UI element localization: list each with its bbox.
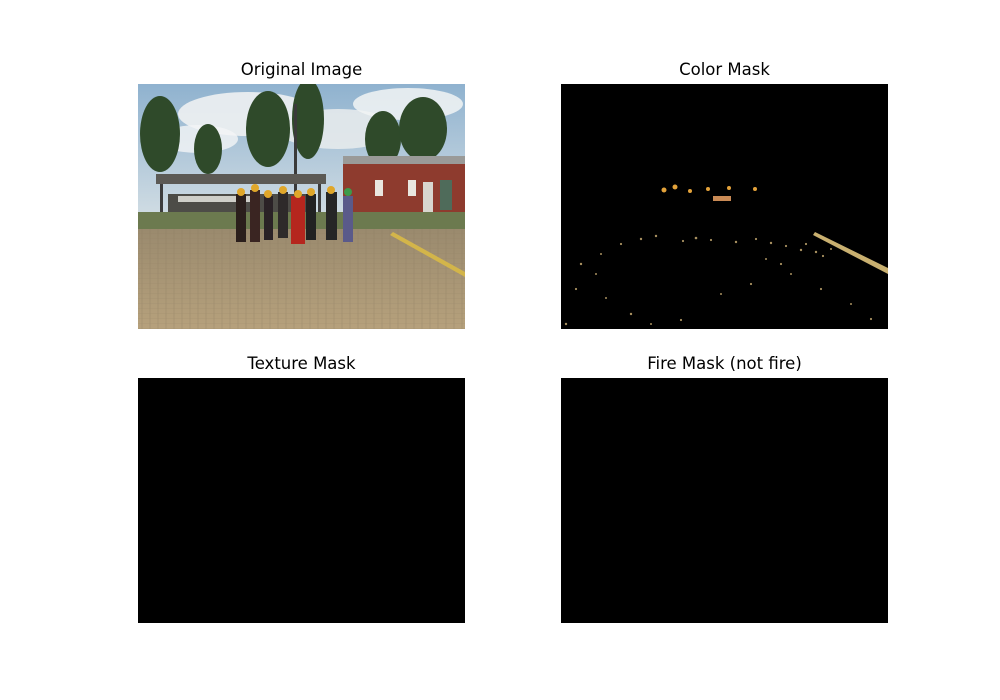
- fire-mask-panel: [561, 378, 888, 623]
- panel-title-texture-mask: Texture Mask: [247, 354, 356, 373]
- original-image-photo: [138, 84, 465, 329]
- panel-title-color-mask: Color Mask: [679, 60, 770, 79]
- color-mask-image: [561, 84, 888, 329]
- panel-title-original-image: Original Image: [240, 60, 363, 79]
- texture-mask-panel: [138, 378, 465, 623]
- panel-title-fire-mask: Fire Mask (not fire): [647, 354, 802, 373]
- original-image-panel: [138, 84, 465, 329]
- color-mask-panel: [561, 84, 888, 329]
